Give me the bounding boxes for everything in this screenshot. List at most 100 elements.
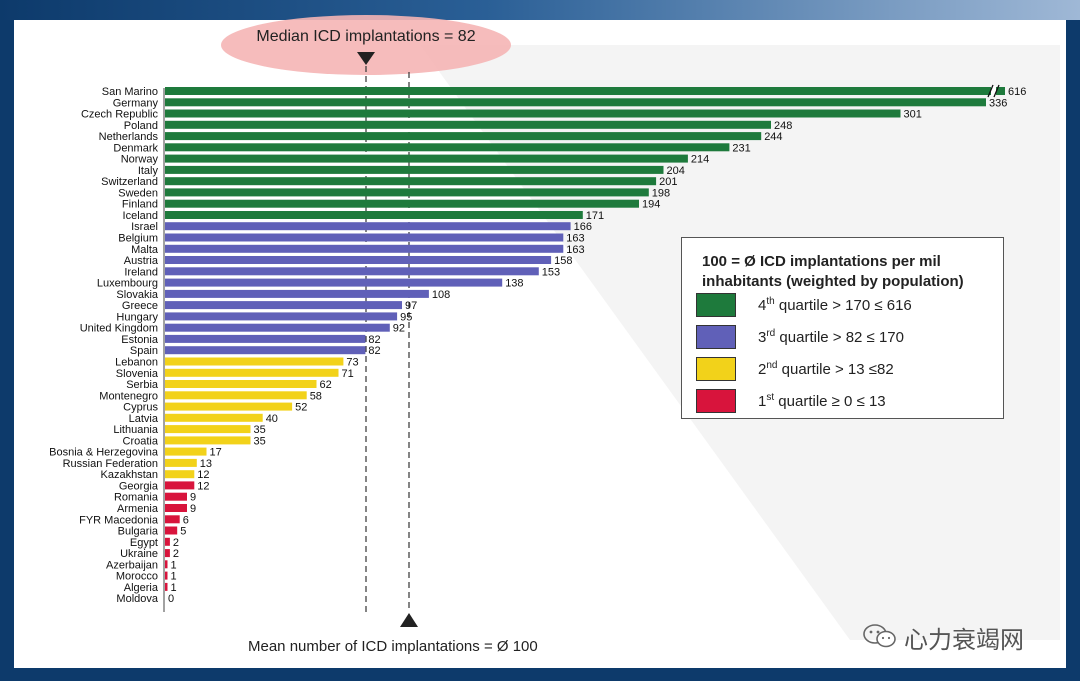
legend: 100 = Ø ICD implantations per mil inhabi… xyxy=(681,237,1004,419)
bar-bosnia-herzegovina xyxy=(165,447,207,456)
bar-armenia xyxy=(165,504,187,512)
bar-montenegro xyxy=(165,391,307,400)
value-label-denmark: 231 xyxy=(732,142,750,154)
value-label-lithuania: 35 xyxy=(254,424,266,436)
category-label-italy: Italy xyxy=(138,165,159,177)
legend-text-q3: 3rd quartile > 82 ≤ 170 xyxy=(758,328,904,346)
mean-arrow-icon xyxy=(400,613,418,627)
bar-russian-federation xyxy=(165,458,197,467)
bar-iceland xyxy=(165,211,583,219)
bar-ireland xyxy=(165,267,539,276)
bar-norway xyxy=(165,154,688,163)
bar-croatia xyxy=(165,436,251,445)
value-label-egypt: 2 xyxy=(173,537,179,549)
category-label-estonia: Estonia xyxy=(121,334,159,346)
value-label-czech-republic: 301 xyxy=(904,109,922,121)
value-label-ireland: 153 xyxy=(542,266,560,278)
category-label-kazakhstan: Kazakhstan xyxy=(101,469,158,481)
category-label-united-kingdom: United Kingdom xyxy=(80,323,158,335)
mean-label: Mean number of ICD implantations = Ø 100 xyxy=(248,638,538,655)
legend-item-q2: 2nd quartile > 13 ≤82 xyxy=(696,357,996,383)
value-label-netherlands: 244 xyxy=(764,131,782,143)
bar-denmark xyxy=(165,143,730,152)
value-label-croatia: 35 xyxy=(254,435,266,447)
category-label-armenia: Armenia xyxy=(117,503,159,515)
category-label-san-marino: San Marino xyxy=(102,86,158,98)
value-labels: 6163363012482442312142042011981941711661… xyxy=(168,86,1026,605)
category-label-romania: Romania xyxy=(114,492,159,504)
category-label-montenegro: Montenegro xyxy=(99,390,158,402)
bar-azerbaijan xyxy=(165,560,168,569)
category-label-slovenia: Slovenia xyxy=(116,368,159,380)
category-label-malta: Malta xyxy=(131,244,159,256)
legend-item-q1: 1st quartile ≥ 0 ≤ 13 xyxy=(696,389,996,415)
category-label-germany: Germany xyxy=(113,97,159,109)
value-label-bulgaria: 5 xyxy=(180,526,186,538)
value-label-moldova: 0 xyxy=(168,593,174,605)
legend-item-q4: 4th quartile > 170 ≤ 616 xyxy=(696,293,996,319)
category-label-hungary: Hungary xyxy=(116,311,158,323)
bar-georgia xyxy=(165,481,195,490)
value-label-romania: 9 xyxy=(190,492,196,504)
value-label-cyprus: 52 xyxy=(295,402,307,414)
legend-text-q2: 2nd quartile > 13 ≤82 xyxy=(758,360,894,378)
category-label-iceland: Iceland xyxy=(123,210,158,222)
value-label-san-marino: 616 xyxy=(1008,86,1026,98)
bar-malta xyxy=(165,244,564,253)
category-label-lebanon: Lebanon xyxy=(115,357,158,369)
category-label-bosnia-herzegovina: Bosnia & Herzegovina xyxy=(49,447,159,459)
value-label-serbia: 62 xyxy=(320,379,332,391)
legend-title: 100 = Ø ICD implantations per mil inhabi… xyxy=(702,253,964,290)
bar-poland xyxy=(165,120,771,129)
category-label-switzerland: Switzerland xyxy=(101,176,158,188)
category-label-latvia: Latvia xyxy=(129,413,159,425)
value-label-lebanon: 73 xyxy=(346,357,358,369)
value-label-morocco: 1 xyxy=(171,571,177,583)
value-label-germany: 336 xyxy=(989,97,1007,109)
category-label-algeria: Algeria xyxy=(124,582,159,594)
value-label-malta: 163 xyxy=(566,244,584,256)
bar-bulgaria xyxy=(165,526,178,535)
legend-swatch-q4 xyxy=(696,293,736,317)
category-label-poland: Poland xyxy=(124,120,158,132)
value-label-kazakhstan: 12 xyxy=(197,469,209,481)
bar-romania xyxy=(165,492,187,501)
value-label-latvia: 40 xyxy=(266,413,278,425)
bar-sweden xyxy=(165,188,649,197)
value-label-slovenia: 71 xyxy=(342,368,354,380)
bar-fyr-macedonia xyxy=(165,515,180,524)
category-label-moldova: Moldova xyxy=(116,593,158,605)
value-label-hungary: 95 xyxy=(400,311,412,323)
bar-san-marino xyxy=(165,87,1005,95)
bar-lithuania xyxy=(165,425,251,434)
bar-greece xyxy=(165,301,402,310)
value-label-azerbaijan: 1 xyxy=(171,559,177,571)
category-label-fyr-macedonia: FYR Macedonia xyxy=(79,514,159,526)
category-label-austria: Austria xyxy=(124,255,159,267)
bar-kazakhstan xyxy=(165,470,195,479)
bar-luxembourg xyxy=(165,278,503,287)
bar-netherlands xyxy=(165,132,762,141)
bar-lebanon xyxy=(165,357,344,366)
median-arrow-icon xyxy=(357,52,375,65)
category-label-denmark: Denmark xyxy=(113,142,158,154)
value-label-algeria: 1 xyxy=(171,582,177,594)
value-label-greece: 97 xyxy=(405,300,417,312)
value-label-belgium: 163 xyxy=(566,233,584,245)
value-label-fyr-macedonia: 6 xyxy=(183,514,189,526)
bar-belgium xyxy=(165,233,564,242)
bar-switzerland xyxy=(165,177,657,186)
category-label-cyprus: Cyprus xyxy=(123,402,158,414)
bar-czech-republic xyxy=(165,109,901,118)
bar-slovenia xyxy=(165,368,339,377)
category-label-czech-republic: Czech Republic xyxy=(81,109,159,121)
value-label-slovakia: 108 xyxy=(432,289,450,301)
bar-cyprus xyxy=(165,402,293,411)
watermark-text: 心力衰竭网 xyxy=(904,626,1024,654)
value-label-luxembourg: 138 xyxy=(505,278,523,290)
bar-algeria xyxy=(165,582,168,591)
value-label-poland: 248 xyxy=(774,120,792,132)
bar-israel xyxy=(165,222,571,231)
legend-swatch-q1 xyxy=(696,389,736,413)
value-label-montenegro: 58 xyxy=(310,390,322,402)
